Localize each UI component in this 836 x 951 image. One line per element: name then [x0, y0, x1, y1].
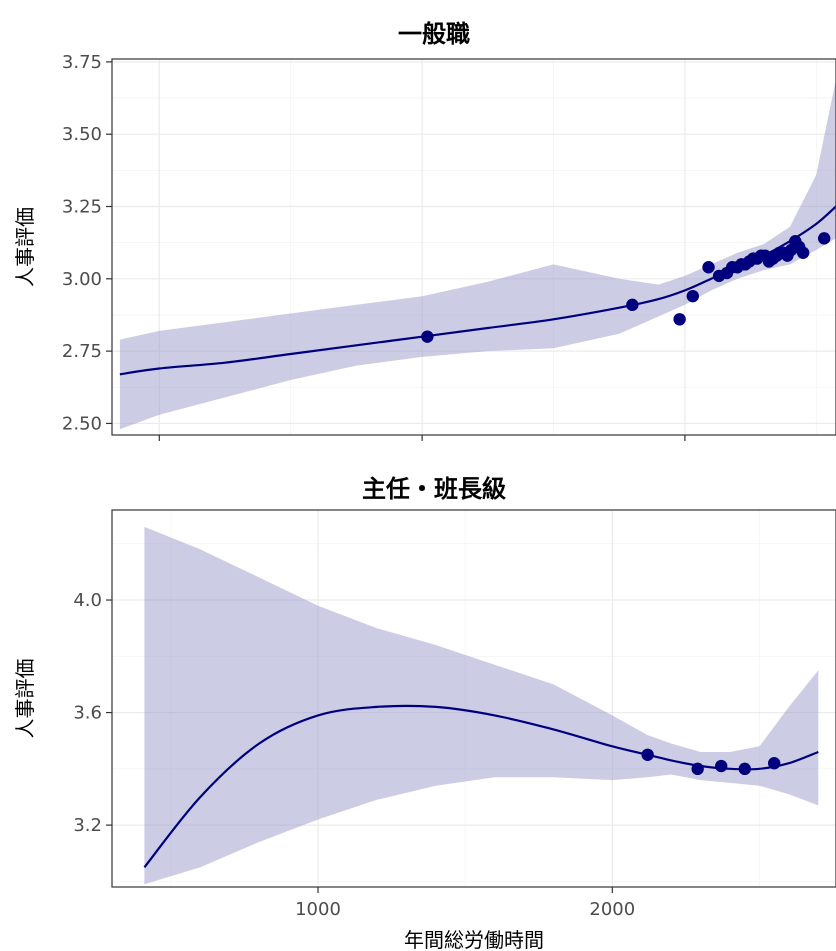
y-tick-label: 3.00 — [62, 269, 102, 290]
y-tick-label: 3.6 — [73, 703, 102, 724]
data-point — [691, 762, 704, 776]
confidence-band — [144, 526, 819, 885]
data-point — [641, 748, 654, 761]
data-point — [715, 759, 728, 773]
y-tick-label: 3.50 — [62, 124, 102, 145]
confidence-band — [119, 79, 836, 430]
y-tick-label: 3.2 — [73, 815, 102, 836]
panel-border — [111, 509, 836, 888]
data-point — [796, 246, 810, 259]
y-tick-label: 3.75 — [62, 52, 102, 73]
x-tick-label: 1000 — [295, 899, 341, 920]
panel-title: 一般職 — [398, 20, 470, 48]
data-point — [421, 330, 434, 343]
data-point — [673, 313, 686, 326]
y-tick-label: 2.75 — [62, 341, 102, 362]
data-point — [686, 289, 699, 303]
data-point — [738, 762, 751, 776]
y-tick-label: 2.50 — [62, 413, 102, 434]
x-axis-title: 年間総労働時間 — [404, 928, 544, 951]
data-point — [626, 298, 639, 312]
x-tick-label: 2000 — [589, 899, 635, 920]
y-tick-label: 4.0 — [73, 590, 102, 611]
data-point — [702, 261, 715, 274]
y-axis-title: 人事評価 — [13, 659, 37, 739]
panel-border — [111, 58, 836, 436]
y-tick-label: 3.25 — [62, 197, 102, 218]
data-point — [767, 757, 781, 770]
y-axis-title: 人事評価 — [13, 207, 37, 287]
panel-title: 主任・班長級 — [362, 475, 506, 503]
data-point — [817, 232, 831, 245]
